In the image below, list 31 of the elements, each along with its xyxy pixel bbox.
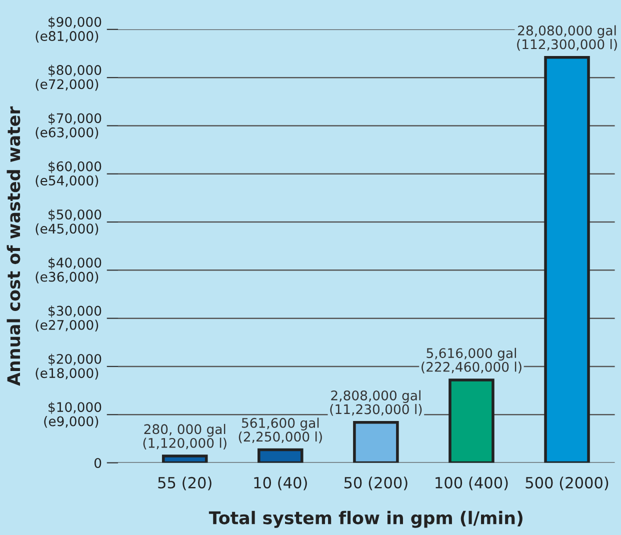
x-axis-title: Total system flow in gpm (l/min) <box>208 510 522 528</box>
annotation: 2,808,000 gal (11,230,000 l) <box>330 390 422 416</box>
text: (e36,000) <box>36 272 98 284</box>
y-tick-label: $80,000 <box>48 64 102 77</box>
y-tick-label: $60,000 <box>48 161 102 174</box>
annotation: 280, 000 gal (1,120,000 l) <box>143 424 226 450</box>
text: (e27,000) <box>36 320 98 332</box>
y-tick-label: $20,000 <box>48 354 102 366</box>
x-tick-label: 55 (20) <box>158 476 212 490</box>
x-tick-label: 50 (200) <box>344 476 408 490</box>
x-tick-label: 10 (40) <box>254 476 307 490</box>
x-tick-label: 100 (400) <box>436 476 508 490</box>
y-axis-title: Annual cost of wasted water <box>6 106 20 386</box>
y-tick-label: $10,000 <box>48 402 102 414</box>
y-tick-label: $40,000 <box>48 257 102 270</box>
annotation: 28,080,000 gal (112,300,000 l) <box>517 25 617 51</box>
text: (e81,000) <box>36 30 98 43</box>
text: (e54,000) <box>36 175 98 188</box>
text: (e72,000) <box>36 78 98 91</box>
annotation: 5,616,000 gal (222,460,000 l) <box>422 348 522 374</box>
text: (e45,000) <box>36 223 98 236</box>
y-tick-label: $50,000 <box>48 209 102 222</box>
y-tick-label: $30,000 <box>48 306 102 318</box>
y-tick-label: $90,000 <box>48 16 102 29</box>
x-tick-label: 500 (2000) <box>526 476 608 490</box>
text: (e9,000) <box>44 416 98 428</box>
y-tick-label: 0 <box>94 458 102 468</box>
annotation: 561,600 gal (2,250,000 l) <box>238 418 322 444</box>
text: (e63,000) <box>36 127 98 139</box>
text: (e18,000) <box>36 368 98 380</box>
y-tick-label: $70,000 <box>48 112 102 125</box>
